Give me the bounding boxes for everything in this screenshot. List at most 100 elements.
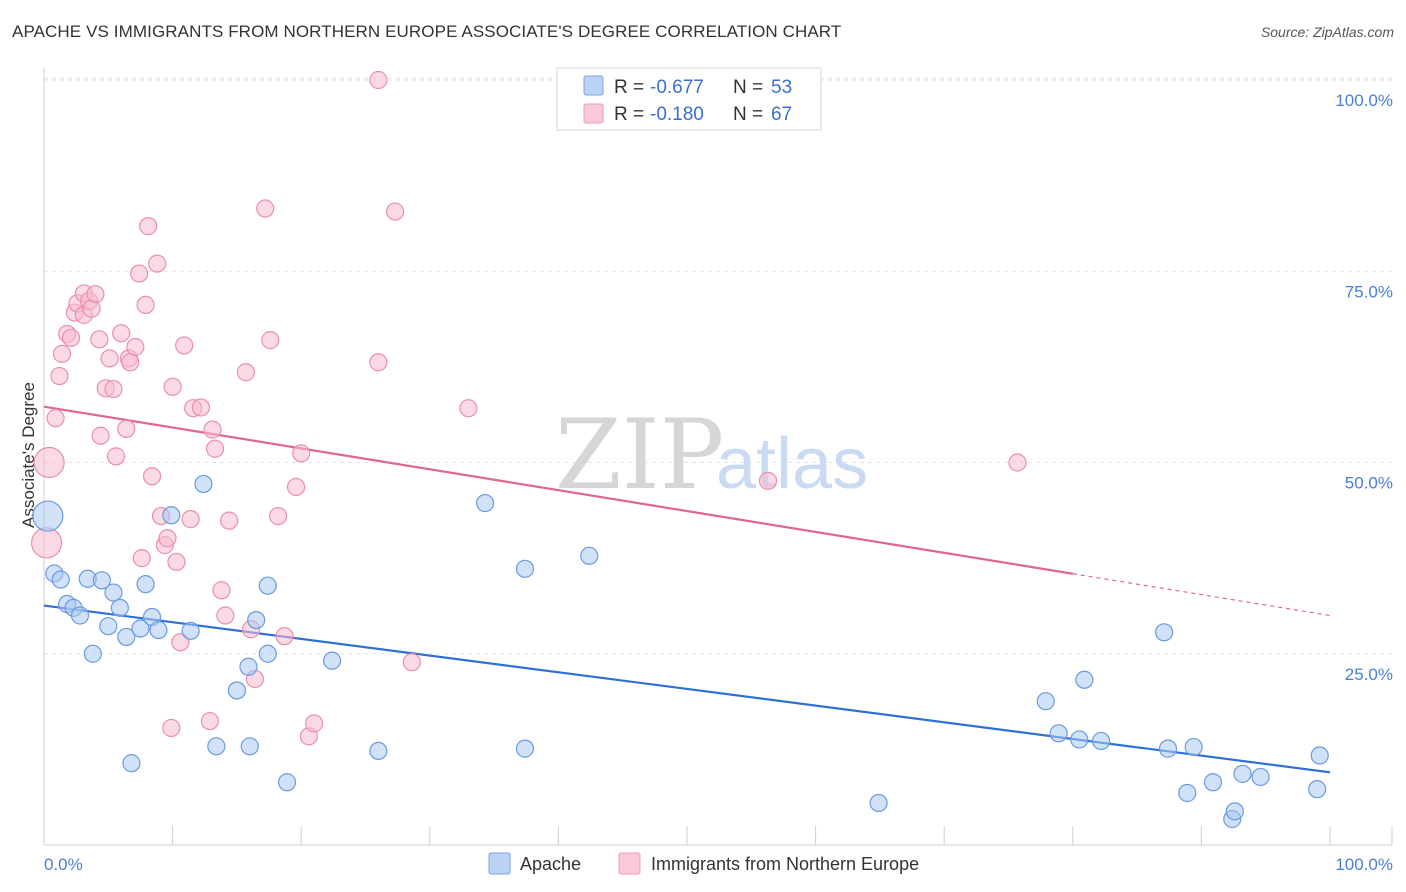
- immig-point: [33, 446, 65, 479]
- legend-apache-n-value: 53: [771, 77, 792, 98]
- apache-point: [162, 506, 181, 525]
- x-tick-label: 100.0%: [1335, 855, 1393, 874]
- apache-point: [227, 681, 246, 700]
- legend-apache-swatch: [583, 75, 604, 96]
- immig-point: [369, 353, 388, 372]
- legend-immig-n-value: 67: [771, 104, 792, 125]
- immig-point: [275, 627, 294, 646]
- apache-point: [322, 651, 342, 670]
- immig-point: [46, 409, 65, 428]
- apache-point: [1155, 623, 1174, 642]
- apache-point: [1075, 670, 1094, 689]
- apache-point: [1049, 724, 1068, 743]
- immig-trend-extension: [1072, 573, 1331, 617]
- immig-point: [30, 527, 63, 559]
- legend-apache-r-value: -0.677: [650, 77, 704, 98]
- immig-point: [203, 420, 222, 439]
- immig-point: [261, 331, 280, 350]
- legend-apache-n-label: N =: [733, 77, 763, 98]
- apache-point: [110, 598, 129, 617]
- watermark-atlas: atlas: [716, 424, 868, 504]
- apache-point: [277, 773, 297, 792]
- immig-point: [212, 581, 231, 600]
- chart-source: Source: ZipAtlas.com: [1260, 24, 1394, 40]
- immig-point: [139, 217, 158, 236]
- y-tick-label: 100.0%: [1335, 91, 1393, 110]
- apache-point: [1233, 764, 1252, 783]
- apache-point: [117, 627, 136, 647]
- immig-point: [91, 426, 110, 445]
- bottom-legend: Apache Immigrants from Northern Europe: [488, 852, 919, 875]
- immig-point: [162, 718, 181, 738]
- immig-point: [104, 379, 123, 399]
- immig-point: [402, 653, 421, 672]
- immig-point: [385, 202, 405, 221]
- y-tick-label: 25.0%: [1345, 665, 1393, 684]
- apache-point: [1203, 773, 1223, 792]
- immig-point: [121, 353, 140, 372]
- legend-immig-n-label: N =: [733, 104, 763, 125]
- apache-point: [258, 576, 277, 595]
- apache-point: [580, 546, 599, 565]
- data-points: [30, 70, 1329, 829]
- immig-point: [167, 552, 186, 572]
- immig-point: [158, 529, 177, 548]
- immig-point: [459, 399, 478, 418]
- apache-point: [1308, 780, 1327, 799]
- apache-point: [99, 617, 118, 636]
- y-tick-label: 50.0%: [1345, 474, 1393, 493]
- apache-point: [1036, 692, 1055, 711]
- immig-point: [286, 477, 306, 497]
- apache-point: [122, 754, 141, 773]
- apache-point: [131, 619, 150, 638]
- immig-point: [112, 324, 131, 343]
- chart-title: APACHE VS IMMIGRANTS FROM NORTHERN EUROP…: [12, 22, 842, 41]
- immig-point: [126, 337, 145, 357]
- immig-point: [142, 467, 162, 486]
- legend-immig-r-value: -0.180: [650, 104, 704, 125]
- immig-point: [292, 444, 311, 463]
- immig-point: [758, 471, 778, 490]
- apache-point: [1178, 783, 1197, 803]
- immig-point: [369, 70, 388, 90]
- apache-point: [194, 474, 213, 494]
- tick-labels: 25.0% 50.0% 75.0% 100.0% 0.0% 100.0%: [44, 91, 1393, 874]
- immig-point: [163, 377, 182, 396]
- immig-point: [52, 344, 72, 363]
- immig-point: [200, 711, 219, 731]
- apache-point: [240, 737, 259, 756]
- watermark: ZIP atlas: [555, 399, 868, 511]
- immig-point: [100, 349, 119, 368]
- immig-point: [256, 199, 275, 218]
- apache-point: [369, 741, 388, 761]
- apache-point: [104, 583, 123, 602]
- y-axis-label: Associate's Degree: [19, 382, 38, 528]
- legend-immig-r-label: R =: [614, 104, 644, 125]
- immig-point: [132, 549, 151, 568]
- immig-point: [175, 336, 194, 355]
- apache-point: [83, 644, 102, 663]
- immig-point: [130, 264, 149, 283]
- bottom-legend-apache-label: Apache: [520, 854, 581, 874]
- immig-point: [304, 714, 324, 733]
- apache-point: [149, 620, 168, 640]
- apache-point: [92, 571, 111, 590]
- apache-point: [475, 493, 495, 513]
- legend-immig-swatch: [583, 103, 604, 124]
- apache-point: [1251, 767, 1270, 787]
- apache-point: [515, 559, 535, 578]
- immig-point: [106, 447, 126, 466]
- immig-point: [268, 506, 288, 526]
- immig-point: [90, 330, 109, 349]
- apache-point: [1158, 739, 1178, 758]
- apache-point: [70, 606, 90, 625]
- legend-apache-r-label: R =: [614, 77, 644, 98]
- immig-point: [236, 363, 256, 382]
- apache-point: [51, 570, 70, 589]
- apache-point: [869, 793, 888, 813]
- legend-box: R = -0.677 N = 53 R = -0.180 N = 67: [556, 67, 822, 131]
- apache-point: [1310, 746, 1329, 765]
- bottom-legend-apache-swatch: [488, 852, 511, 875]
- immig-point: [50, 366, 69, 386]
- apache-point: [32, 500, 64, 532]
